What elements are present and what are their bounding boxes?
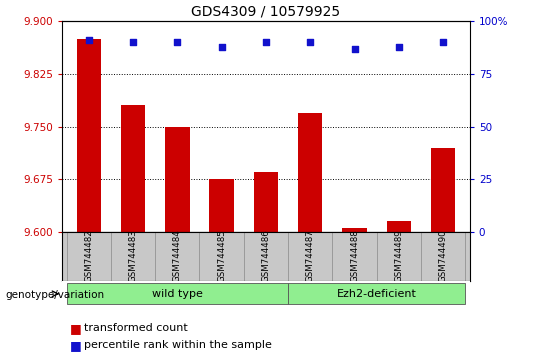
FancyBboxPatch shape bbox=[66, 284, 288, 304]
Text: Ezh2-deficient: Ezh2-deficient bbox=[337, 289, 417, 299]
Text: ■: ■ bbox=[70, 339, 82, 352]
Bar bbox=[254, 172, 278, 232]
Text: transformed count: transformed count bbox=[84, 323, 187, 333]
Bar bbox=[77, 39, 101, 232]
Bar bbox=[121, 105, 145, 232]
Point bbox=[262, 39, 271, 45]
Text: GSM744485: GSM744485 bbox=[217, 229, 226, 282]
Point bbox=[439, 39, 448, 45]
FancyBboxPatch shape bbox=[288, 284, 465, 304]
Text: GSM744486: GSM744486 bbox=[261, 229, 271, 282]
Text: GSM744490: GSM744490 bbox=[438, 229, 448, 282]
Text: GSM744482: GSM744482 bbox=[84, 229, 93, 282]
Bar bbox=[298, 113, 322, 232]
Point bbox=[84, 38, 93, 43]
Bar bbox=[431, 148, 455, 232]
Point bbox=[395, 44, 403, 49]
Text: GSM744489: GSM744489 bbox=[394, 229, 403, 282]
Bar bbox=[165, 126, 190, 232]
Point bbox=[129, 39, 137, 45]
Bar bbox=[387, 221, 411, 232]
Text: GSM744487: GSM744487 bbox=[306, 229, 315, 282]
Text: GSM744483: GSM744483 bbox=[129, 229, 138, 282]
Text: genotype/variation: genotype/variation bbox=[5, 290, 105, 299]
Point bbox=[350, 46, 359, 51]
Point bbox=[173, 39, 181, 45]
Point bbox=[217, 44, 226, 49]
Text: ■: ■ bbox=[70, 322, 82, 335]
Point bbox=[306, 39, 315, 45]
Text: percentile rank within the sample: percentile rank within the sample bbox=[84, 340, 272, 350]
Bar bbox=[342, 228, 367, 232]
Text: GSM744484: GSM744484 bbox=[173, 229, 182, 282]
Text: wild type: wild type bbox=[152, 289, 202, 299]
Text: GSM744488: GSM744488 bbox=[350, 229, 359, 282]
Title: GDS4309 / 10579925: GDS4309 / 10579925 bbox=[191, 5, 341, 19]
Bar bbox=[210, 179, 234, 232]
